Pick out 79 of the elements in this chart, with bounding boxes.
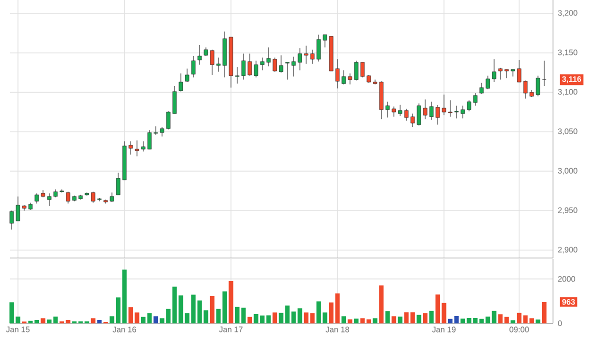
bar bbox=[529, 318, 534, 324]
candlestick bbox=[34, 192, 39, 204]
bar bbox=[542, 302, 546, 324]
bar bbox=[272, 312, 278, 324]
bar bbox=[210, 296, 214, 324]
candlestick bbox=[492, 58, 496, 82]
bar bbox=[498, 314, 503, 324]
bar bbox=[154, 316, 158, 324]
candlestick bbox=[429, 101, 434, 120]
candlestick bbox=[185, 68, 190, 82]
bar bbox=[222, 291, 227, 324]
bar bbox=[379, 285, 384, 324]
bar bbox=[510, 320, 516, 324]
candlestick bbox=[536, 75, 540, 97]
candlestick bbox=[248, 53, 252, 76]
bar bbox=[248, 316, 252, 324]
bar bbox=[234, 306, 240, 324]
candlestick bbox=[254, 60, 258, 78]
candlestick bbox=[460, 105, 465, 119]
candlestick bbox=[10, 210, 14, 230]
candlestick bbox=[172, 86, 177, 114]
candlestick bbox=[436, 104, 440, 125]
candlestick bbox=[448, 100, 452, 118]
bar bbox=[504, 316, 509, 324]
candlestick bbox=[285, 62, 290, 80]
candlestick bbox=[16, 196, 20, 222]
bar bbox=[53, 316, 58, 324]
bar bbox=[216, 308, 221, 324]
bar bbox=[354, 318, 359, 324]
bar bbox=[341, 316, 346, 324]
bar bbox=[34, 320, 40, 324]
candlestick bbox=[335, 58, 340, 89]
bar bbox=[266, 315, 271, 324]
bar bbox=[536, 320, 540, 324]
bar bbox=[228, 280, 234, 324]
bar bbox=[448, 318, 453, 324]
candlestick bbox=[47, 192, 52, 206]
candlestick bbox=[342, 70, 346, 85]
candlestick bbox=[260, 57, 264, 71]
bar bbox=[40, 318, 46, 324]
candlestick bbox=[354, 60, 358, 81]
bar bbox=[90, 318, 96, 324]
bar bbox=[392, 316, 396, 324]
candlestick bbox=[116, 172, 120, 196]
candlestick bbox=[442, 94, 446, 116]
candlestick bbox=[241, 53, 246, 80]
bar bbox=[147, 313, 152, 324]
bar bbox=[241, 308, 246, 324]
candlestick bbox=[191, 56, 196, 78]
bar bbox=[110, 316, 114, 324]
candlestick bbox=[348, 73, 352, 85]
bar bbox=[141, 316, 146, 324]
candlestick bbox=[454, 105, 459, 119]
bar bbox=[385, 311, 390, 324]
bar bbox=[454, 316, 459, 324]
bar bbox=[372, 318, 378, 324]
candlestick bbox=[128, 140, 133, 155]
candlestick bbox=[147, 130, 152, 150]
bar bbox=[47, 320, 52, 324]
candlestick bbox=[134, 140, 140, 157]
bar bbox=[398, 316, 402, 324]
bar bbox=[410, 312, 415, 324]
candlestick bbox=[279, 54, 284, 73]
candlestick bbox=[141, 140, 146, 152]
bar bbox=[422, 313, 428, 324]
bar bbox=[28, 320, 33, 324]
bar bbox=[429, 310, 434, 324]
candlestick bbox=[178, 73, 183, 92]
candlestick bbox=[498, 68, 502, 80]
bar bbox=[348, 319, 352, 324]
bar bbox=[460, 318, 466, 324]
candlestick bbox=[423, 99, 428, 120]
candlestick bbox=[235, 66, 240, 84]
candlestick bbox=[198, 44, 202, 66]
bar bbox=[404, 312, 409, 324]
bar bbox=[416, 314, 422, 324]
bar bbox=[97, 320, 102, 324]
bar bbox=[66, 320, 70, 324]
bar bbox=[492, 310, 496, 324]
